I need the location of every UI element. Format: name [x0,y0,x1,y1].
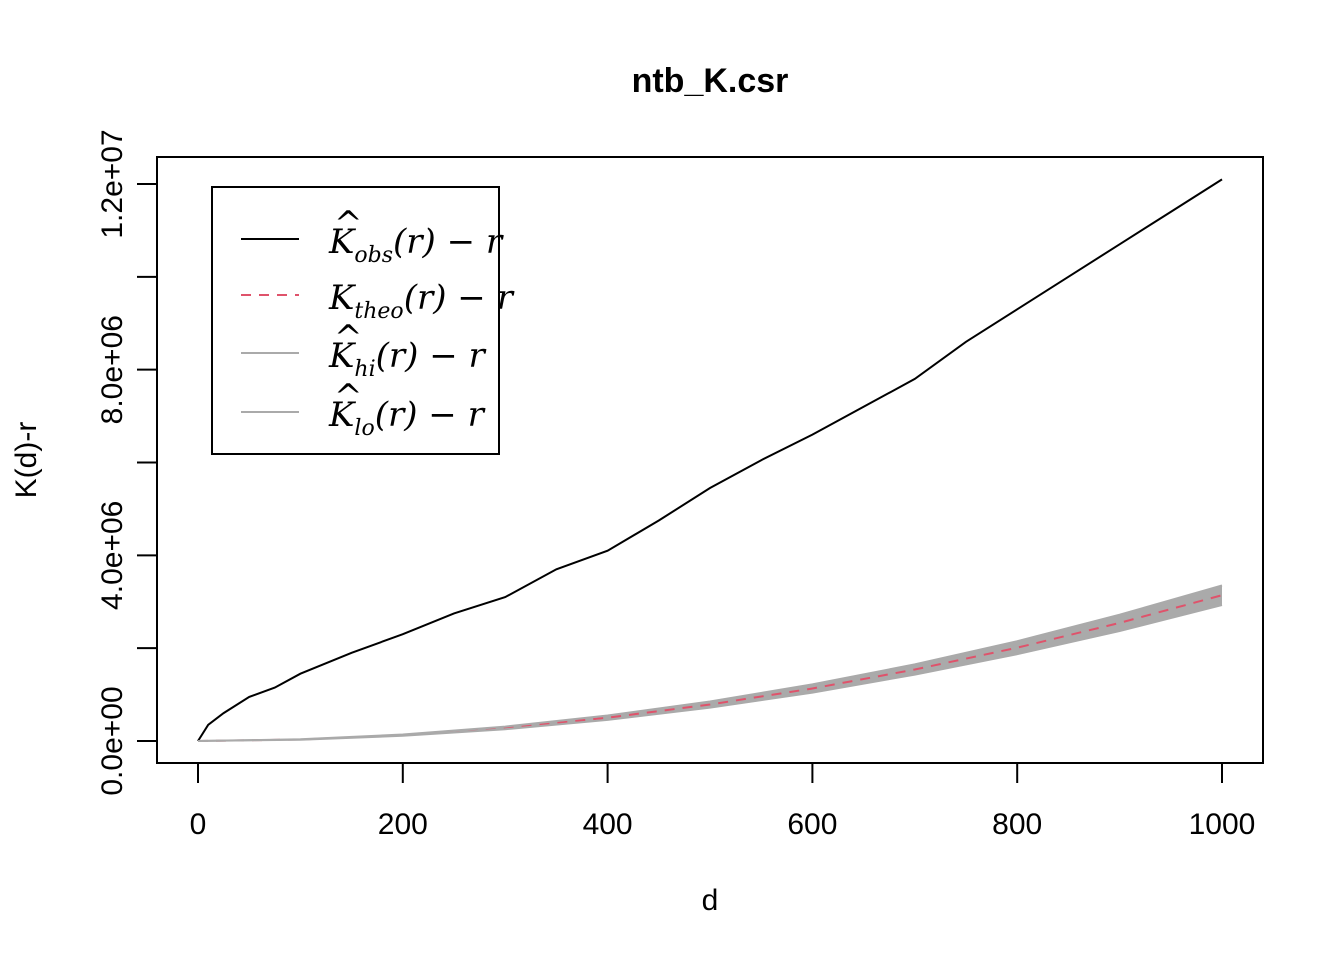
y-axis-label: K(d)-r [10,422,43,499]
legend-item-lo: Klo(r) − r^ [241,377,486,441]
legend-label: Klo(r) − r [328,395,486,441]
x-tick-label: 200 [378,808,428,841]
series-line-theo [197,594,1223,742]
legend-hat: ^ [334,204,363,244]
series-line-hi [197,584,1223,742]
series-lines [197,178,1223,742]
x-tick-label: 800 [992,808,1042,841]
legend-item-hi: Khi(r) − r^ [241,318,487,382]
chart-title: ntb_K.csr [632,62,789,100]
series-line-lo [197,604,1223,742]
x-axis: 0 200 400 600 800 1000 [190,762,1256,841]
legend-item-obs: Kobs(r) − r^ [241,204,504,268]
x-tick-label: 1000 [1189,808,1256,841]
y-tick-label: 1.2e+07 [96,129,129,238]
envelope-band-area [198,585,1222,741]
legend-hat: ^ [334,318,363,358]
legend-hat: ^ [334,377,363,417]
y-tick-label: 0.0e+00 [96,686,129,795]
legend-label: Ktheo(r) − r [328,278,515,324]
x-tick-label: 400 [583,808,633,841]
series-line-obs [197,178,1223,742]
y-tick-label: 8.0e+06 [96,315,129,424]
x-tick-label: 0 [190,808,207,841]
legend-box [211,186,500,455]
legend-label: Kobs(r) − r [328,222,504,268]
x-axis-label: d [702,884,719,917]
envelope-band [198,585,1222,741]
x-tick-label: 600 [787,808,837,841]
legend-item-theo: Ktheo(r) − r [241,278,515,324]
legend-label: Khi(r) − r [328,336,487,382]
y-tick-label: 4.0e+06 [96,501,129,610]
y-axis: 0.0e+00 4.0e+06 8.0e+06 1.2e+07 [96,129,158,796]
